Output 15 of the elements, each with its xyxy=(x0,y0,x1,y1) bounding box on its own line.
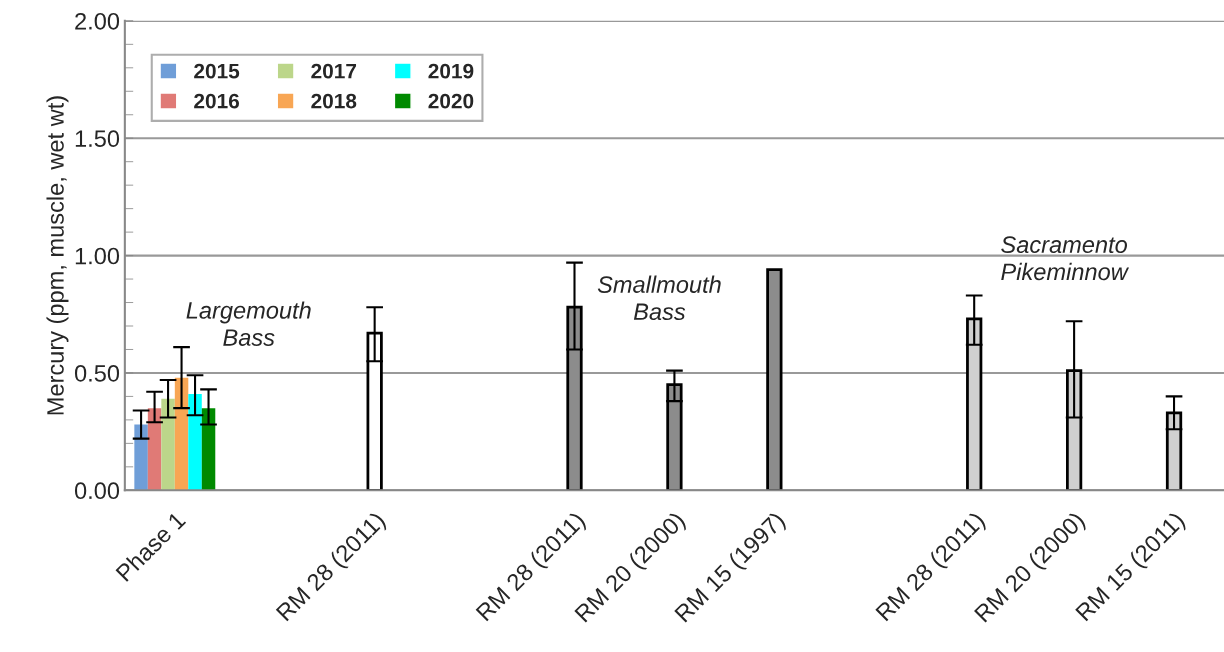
y-tick-label: 1.00 xyxy=(75,247,120,265)
annotation: Smallmouth Bass xyxy=(597,275,721,321)
y-tick-label: 0.50 xyxy=(74,365,120,382)
annotation: Largemouth Bass xyxy=(186,301,311,346)
legend-label: 2017 xyxy=(311,63,357,79)
legend-label: 2019 xyxy=(428,63,474,79)
y-tick-label: 0.00 xyxy=(74,482,120,500)
legend-label: 2016 xyxy=(194,93,240,109)
annotation: Sacramento Pikeminnow xyxy=(1001,236,1130,281)
y-axis-title: Mercury (ppm, muscle, wet wt) xyxy=(46,96,69,415)
legend-label: 2020 xyxy=(428,93,474,109)
legend-label: 2015 xyxy=(194,63,240,79)
y-tick-label: 1.50 xyxy=(75,130,120,148)
y-tick-label: 2.00 xyxy=(75,12,120,30)
legend-label: 2018 xyxy=(311,93,357,109)
